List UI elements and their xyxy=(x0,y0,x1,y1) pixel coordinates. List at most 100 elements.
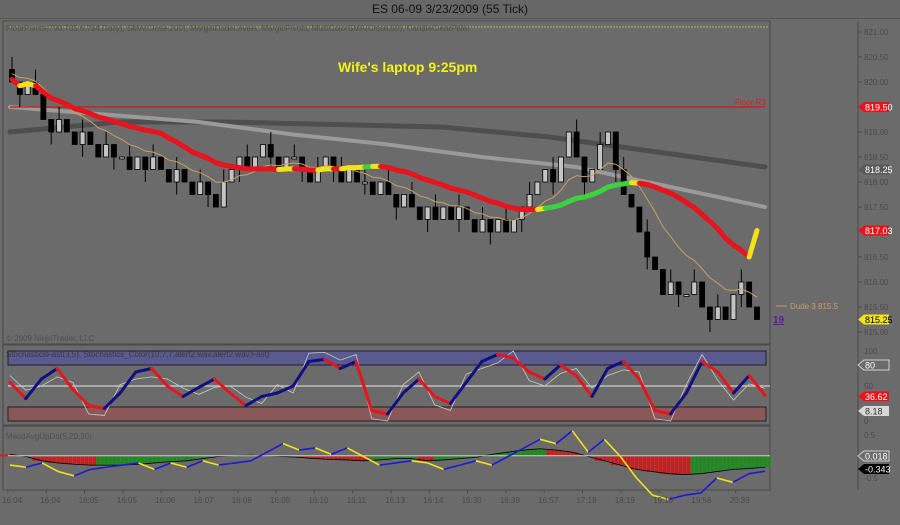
time-axis-label: 16:04 xyxy=(40,496,61,505)
macd-line-segment xyxy=(475,460,493,466)
stoch-d-segment xyxy=(606,360,625,370)
chart-canvas[interactable]: 821.00 820.50 820.00 819.00 818.50 818.00 817.… xyxy=(0,19,900,525)
stoch-d-segment xyxy=(653,409,673,416)
stoch-d-segment xyxy=(527,370,547,381)
price-axis-label: 819.00 xyxy=(864,128,889,137)
stoch-d-segment xyxy=(71,388,91,408)
time-axis-label: 16:14 xyxy=(423,496,444,505)
bar-count-label: 19 xyxy=(773,315,785,326)
macd-plot xyxy=(0,430,771,501)
stochastics-plot xyxy=(7,350,770,422)
price-flag-shape xyxy=(858,314,889,325)
candle xyxy=(573,131,580,158)
candle xyxy=(526,194,533,208)
macd-line-segment xyxy=(314,447,332,456)
stoch-d-segment xyxy=(637,377,657,412)
stoch-d-segment xyxy=(732,374,751,395)
stoch-d-segment xyxy=(55,367,75,391)
macd-line-segment xyxy=(700,477,718,494)
macd-flag-value: -0.343 xyxy=(865,465,891,475)
stoch-flag-shape xyxy=(858,391,889,402)
price-flag: 819.50 xyxy=(858,102,893,113)
candle xyxy=(346,169,353,183)
time-axis-label: 16:07 xyxy=(194,496,215,505)
stoch-flag-shape xyxy=(857,359,890,371)
stoch-flag: 80 xyxy=(857,359,890,371)
stoch-d-segment xyxy=(8,381,28,401)
macd-line-segment xyxy=(603,438,622,458)
stoch-d-segment xyxy=(102,391,122,410)
time-axis-label: 16:06 xyxy=(155,496,176,505)
macd-line-segment xyxy=(138,462,155,471)
price-flag-value: 818.25 xyxy=(865,165,893,175)
time-axis-label: 18:19 xyxy=(615,496,636,505)
candle xyxy=(612,131,619,170)
macd-line-segment xyxy=(732,472,750,484)
stoch-d-segment xyxy=(338,360,358,370)
candle xyxy=(550,169,557,183)
macd-line-segment xyxy=(218,462,235,466)
candle xyxy=(126,156,133,170)
price-axis-label: 818.00 xyxy=(864,178,889,187)
candle xyxy=(291,156,298,160)
macd-line-segment xyxy=(9,464,27,469)
time-axis-label: 17:18 xyxy=(577,496,598,505)
macd-line-segment xyxy=(57,470,75,477)
time-axis-label: 16:05 xyxy=(79,496,100,505)
copyright: © 2009 NinjaTrader, LLC xyxy=(6,334,95,343)
macd-avg-line xyxy=(9,448,766,475)
macd-line-segment xyxy=(555,430,573,445)
macd-line-segment xyxy=(716,477,734,484)
floor-r3-label: Floor R3 xyxy=(735,98,766,107)
macd-line-segment xyxy=(668,494,685,501)
candle xyxy=(63,119,70,133)
candle xyxy=(605,131,611,145)
candle xyxy=(134,156,141,170)
stoch-axis-label: 0 xyxy=(864,417,869,426)
stoch-flag-shape xyxy=(858,406,889,416)
stoch-d-segment xyxy=(134,367,154,374)
candle xyxy=(103,144,110,158)
macd-line-segment xyxy=(154,462,171,471)
candle xyxy=(16,81,23,95)
candle xyxy=(463,206,470,220)
candle xyxy=(746,281,753,308)
candle xyxy=(150,156,157,170)
candle xyxy=(558,156,564,183)
macd-line-segment xyxy=(282,442,300,451)
time-axis-label: 19:10 xyxy=(653,496,674,505)
stoch-d-segment xyxy=(669,391,688,416)
macd-line-segment xyxy=(106,464,123,469)
stoch-d-segment xyxy=(244,395,264,408)
stoch-d-segment xyxy=(165,384,185,398)
candle xyxy=(205,181,211,195)
candle xyxy=(79,131,86,145)
price-flag-shape xyxy=(858,164,889,175)
price-axis-label: 820.00 xyxy=(864,78,889,87)
candle xyxy=(111,144,117,158)
macd-line-segment xyxy=(379,462,396,466)
time-axis-label: 16:11 xyxy=(347,496,367,505)
stoch-d-segment xyxy=(401,377,421,395)
candle xyxy=(95,144,102,158)
stoch-d-segment xyxy=(228,391,248,408)
time-axis-label: 16:08 xyxy=(232,496,253,505)
stoch-d-segment xyxy=(574,374,594,398)
candle xyxy=(495,219,502,233)
axes: 821.00 820.50 820.00 819.00 818.50 818.00 817.… xyxy=(2,28,893,505)
price-axis-label: 815.00 xyxy=(864,328,889,337)
macd-line-segment xyxy=(395,460,412,464)
price-flag-shape xyxy=(858,225,889,236)
candle xyxy=(142,156,149,170)
sma-light-line xyxy=(8,105,767,209)
price-flag-value: 819.50 xyxy=(865,103,893,113)
macd-axis-label: 0.5 xyxy=(864,431,876,440)
candle xyxy=(87,131,94,145)
stoch-d-segment xyxy=(197,377,216,389)
candle xyxy=(456,206,462,220)
stoch-d-segment xyxy=(39,367,59,381)
macd-line-segment xyxy=(652,494,669,501)
time-axis-label: 19:56 xyxy=(691,496,712,505)
time-axis-label: 16:04 xyxy=(2,496,23,505)
candle xyxy=(377,181,384,195)
